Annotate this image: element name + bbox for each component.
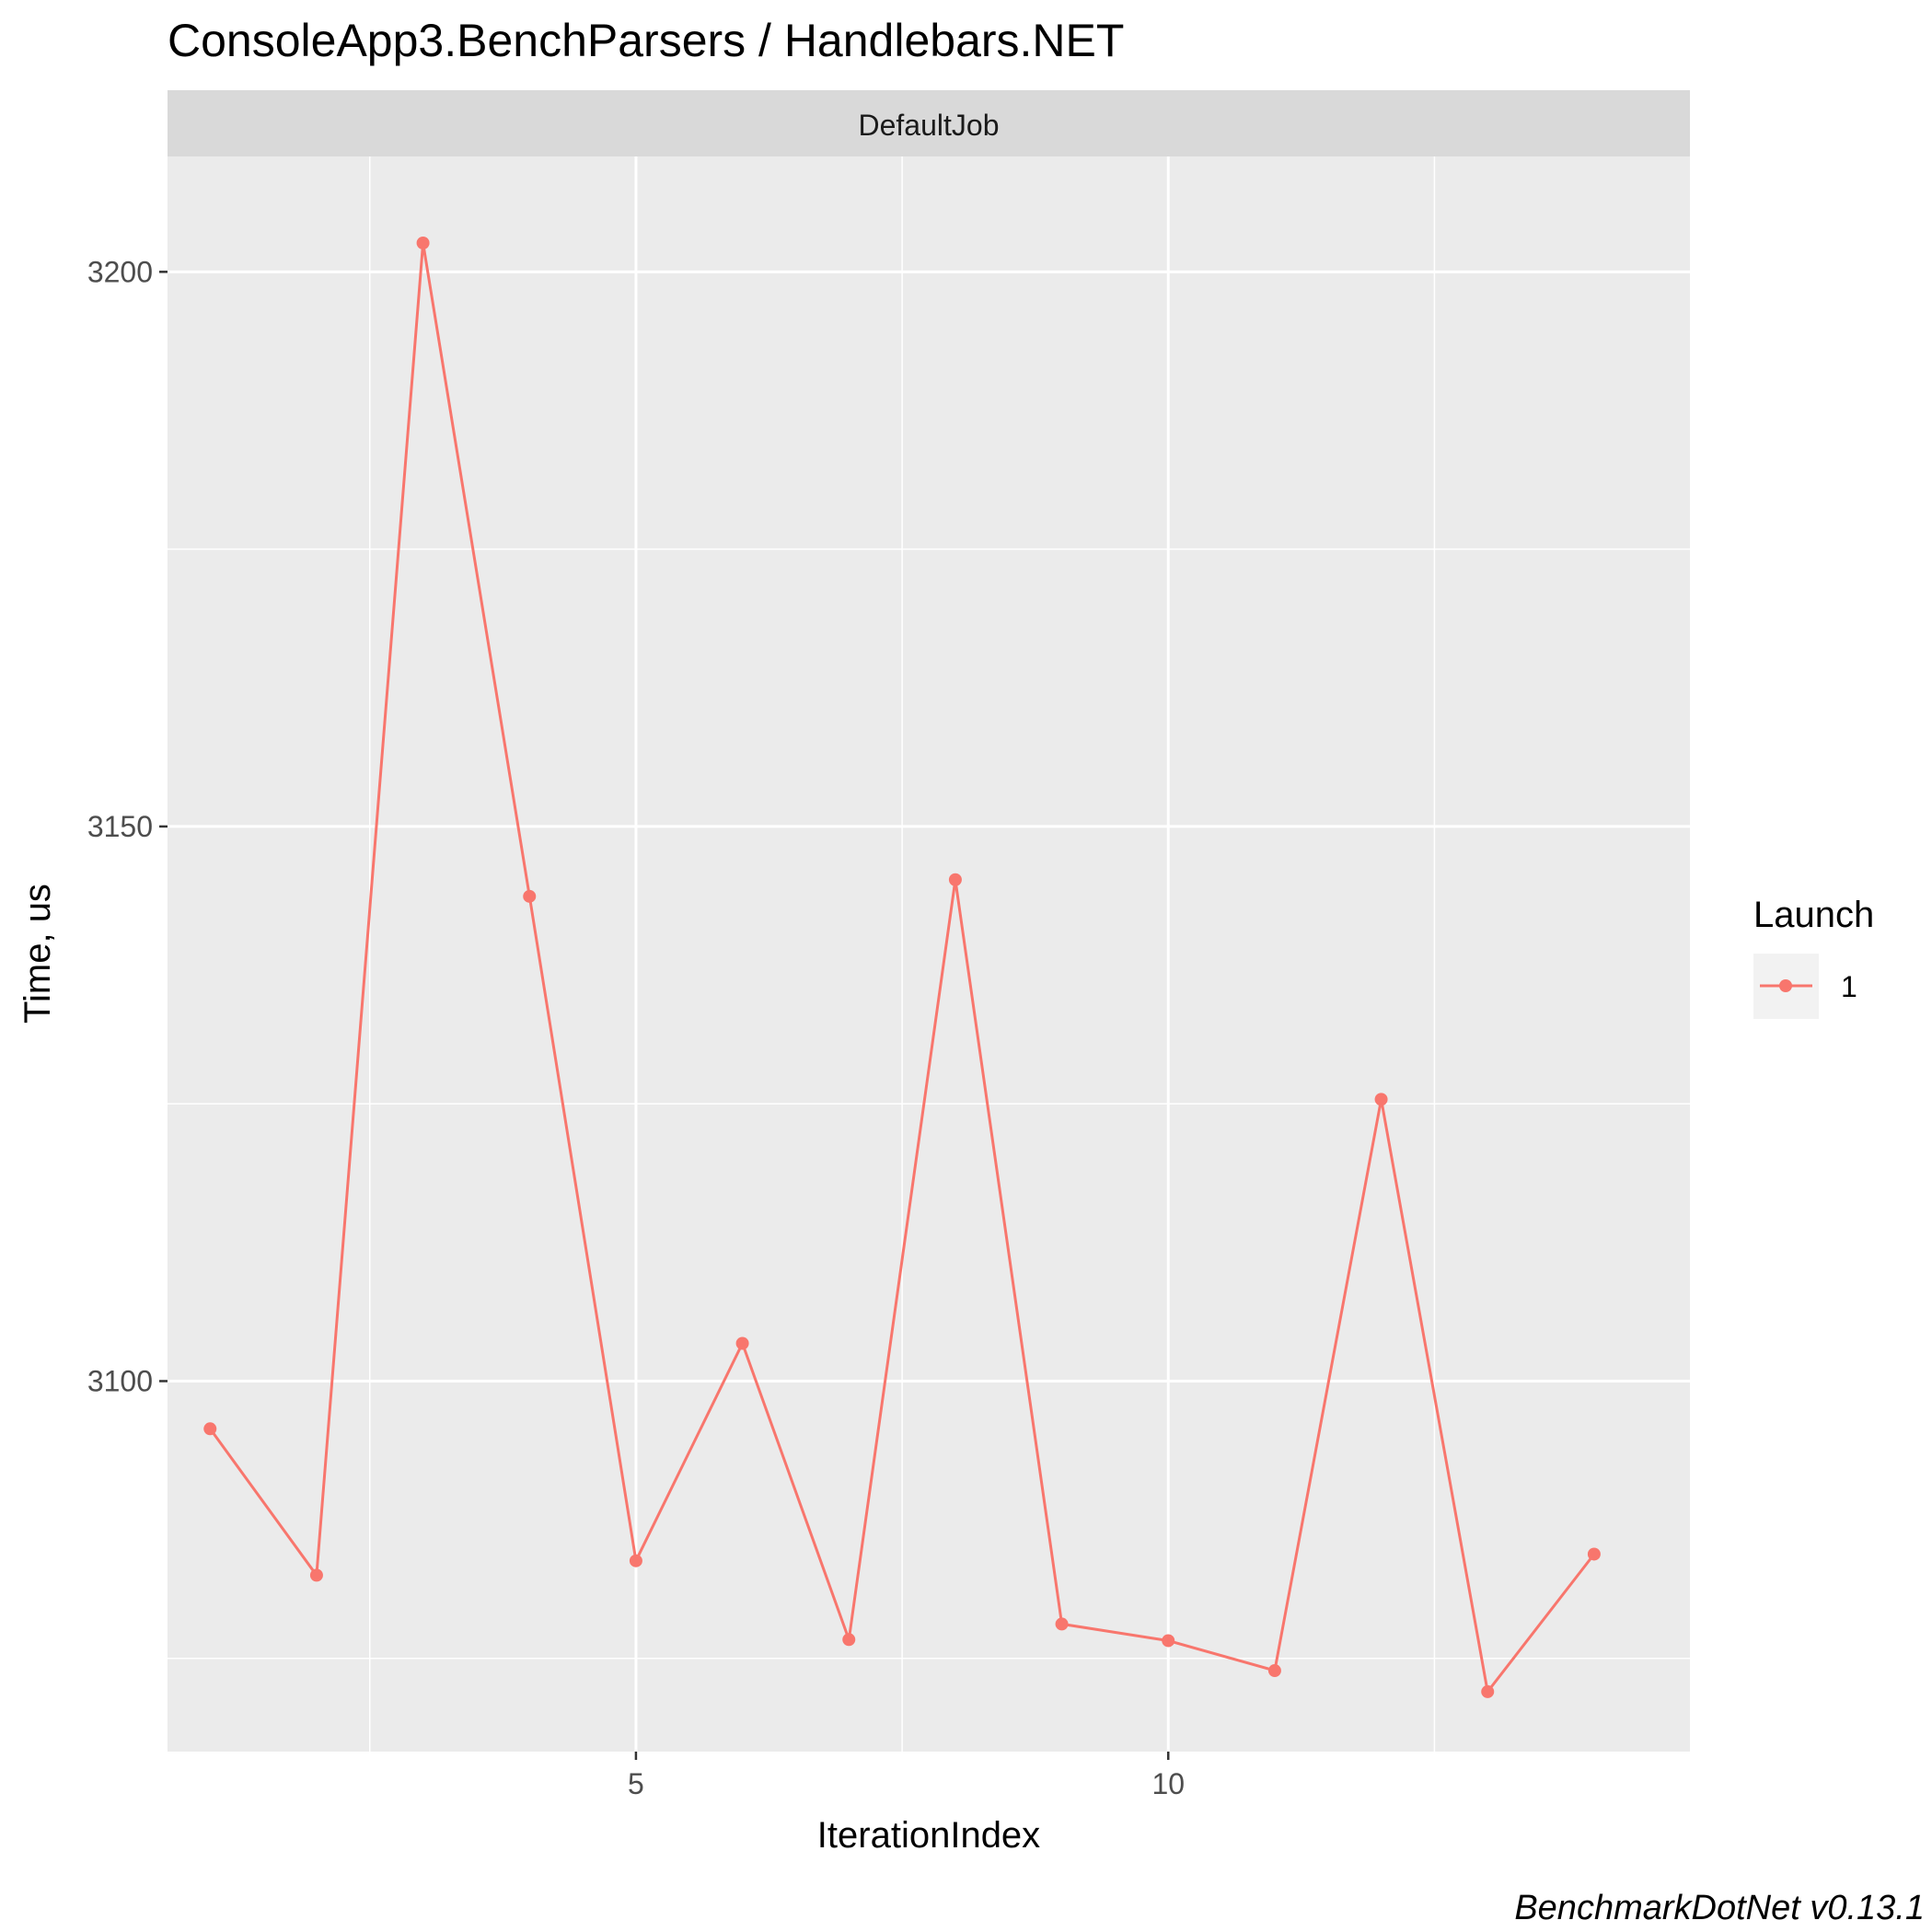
data-point <box>948 873 962 886</box>
data-point <box>416 237 430 250</box>
data-point <box>1374 1093 1388 1106</box>
y-tick-label: 3150 <box>87 810 153 843</box>
x-tick-label: 5 <box>628 1767 644 1800</box>
data-point <box>1481 1684 1495 1698</box>
data-point <box>523 889 537 903</box>
legend-entry-1: 1 <box>1841 970 1857 1003</box>
y-tick-label: 3200 <box>87 255 153 288</box>
data-point <box>629 1554 642 1568</box>
data-point <box>203 1422 217 1436</box>
x-tick-label: 10 <box>1151 1767 1185 1800</box>
axes: 3100 3150 3200 5 10 <box>87 255 1185 1800</box>
chart-title: ConsoleApp3.BenchParsers / Handlebars.NE… <box>168 15 1124 66</box>
data-point <box>1267 1664 1281 1678</box>
data-point <box>1055 1617 1069 1631</box>
facet-strip <box>168 90 1690 156</box>
legend-key-point <box>1779 979 1792 992</box>
series-layer <box>203 237 1601 1698</box>
data-point <box>842 1633 856 1647</box>
data-point <box>1587 1547 1601 1561</box>
legend: Launch 1 <box>1753 895 1874 1019</box>
facet-label: DefaultJob <box>859 109 1000 142</box>
series-line <box>209 242 1596 1695</box>
data-point <box>1162 1634 1175 1648</box>
data-point <box>735 1336 749 1350</box>
legend-title: Launch <box>1753 895 1874 935</box>
caption: BenchmarkDotNet v0.13.1 <box>1514 1889 1925 1927</box>
data-point <box>309 1568 323 1582</box>
x-axis-title: IterationIndex <box>817 1815 1040 1856</box>
plot-panel <box>168 156 1690 1752</box>
y-tick-label: 3100 <box>87 1364 153 1397</box>
y-axis-title: Time, us <box>17 884 58 1024</box>
